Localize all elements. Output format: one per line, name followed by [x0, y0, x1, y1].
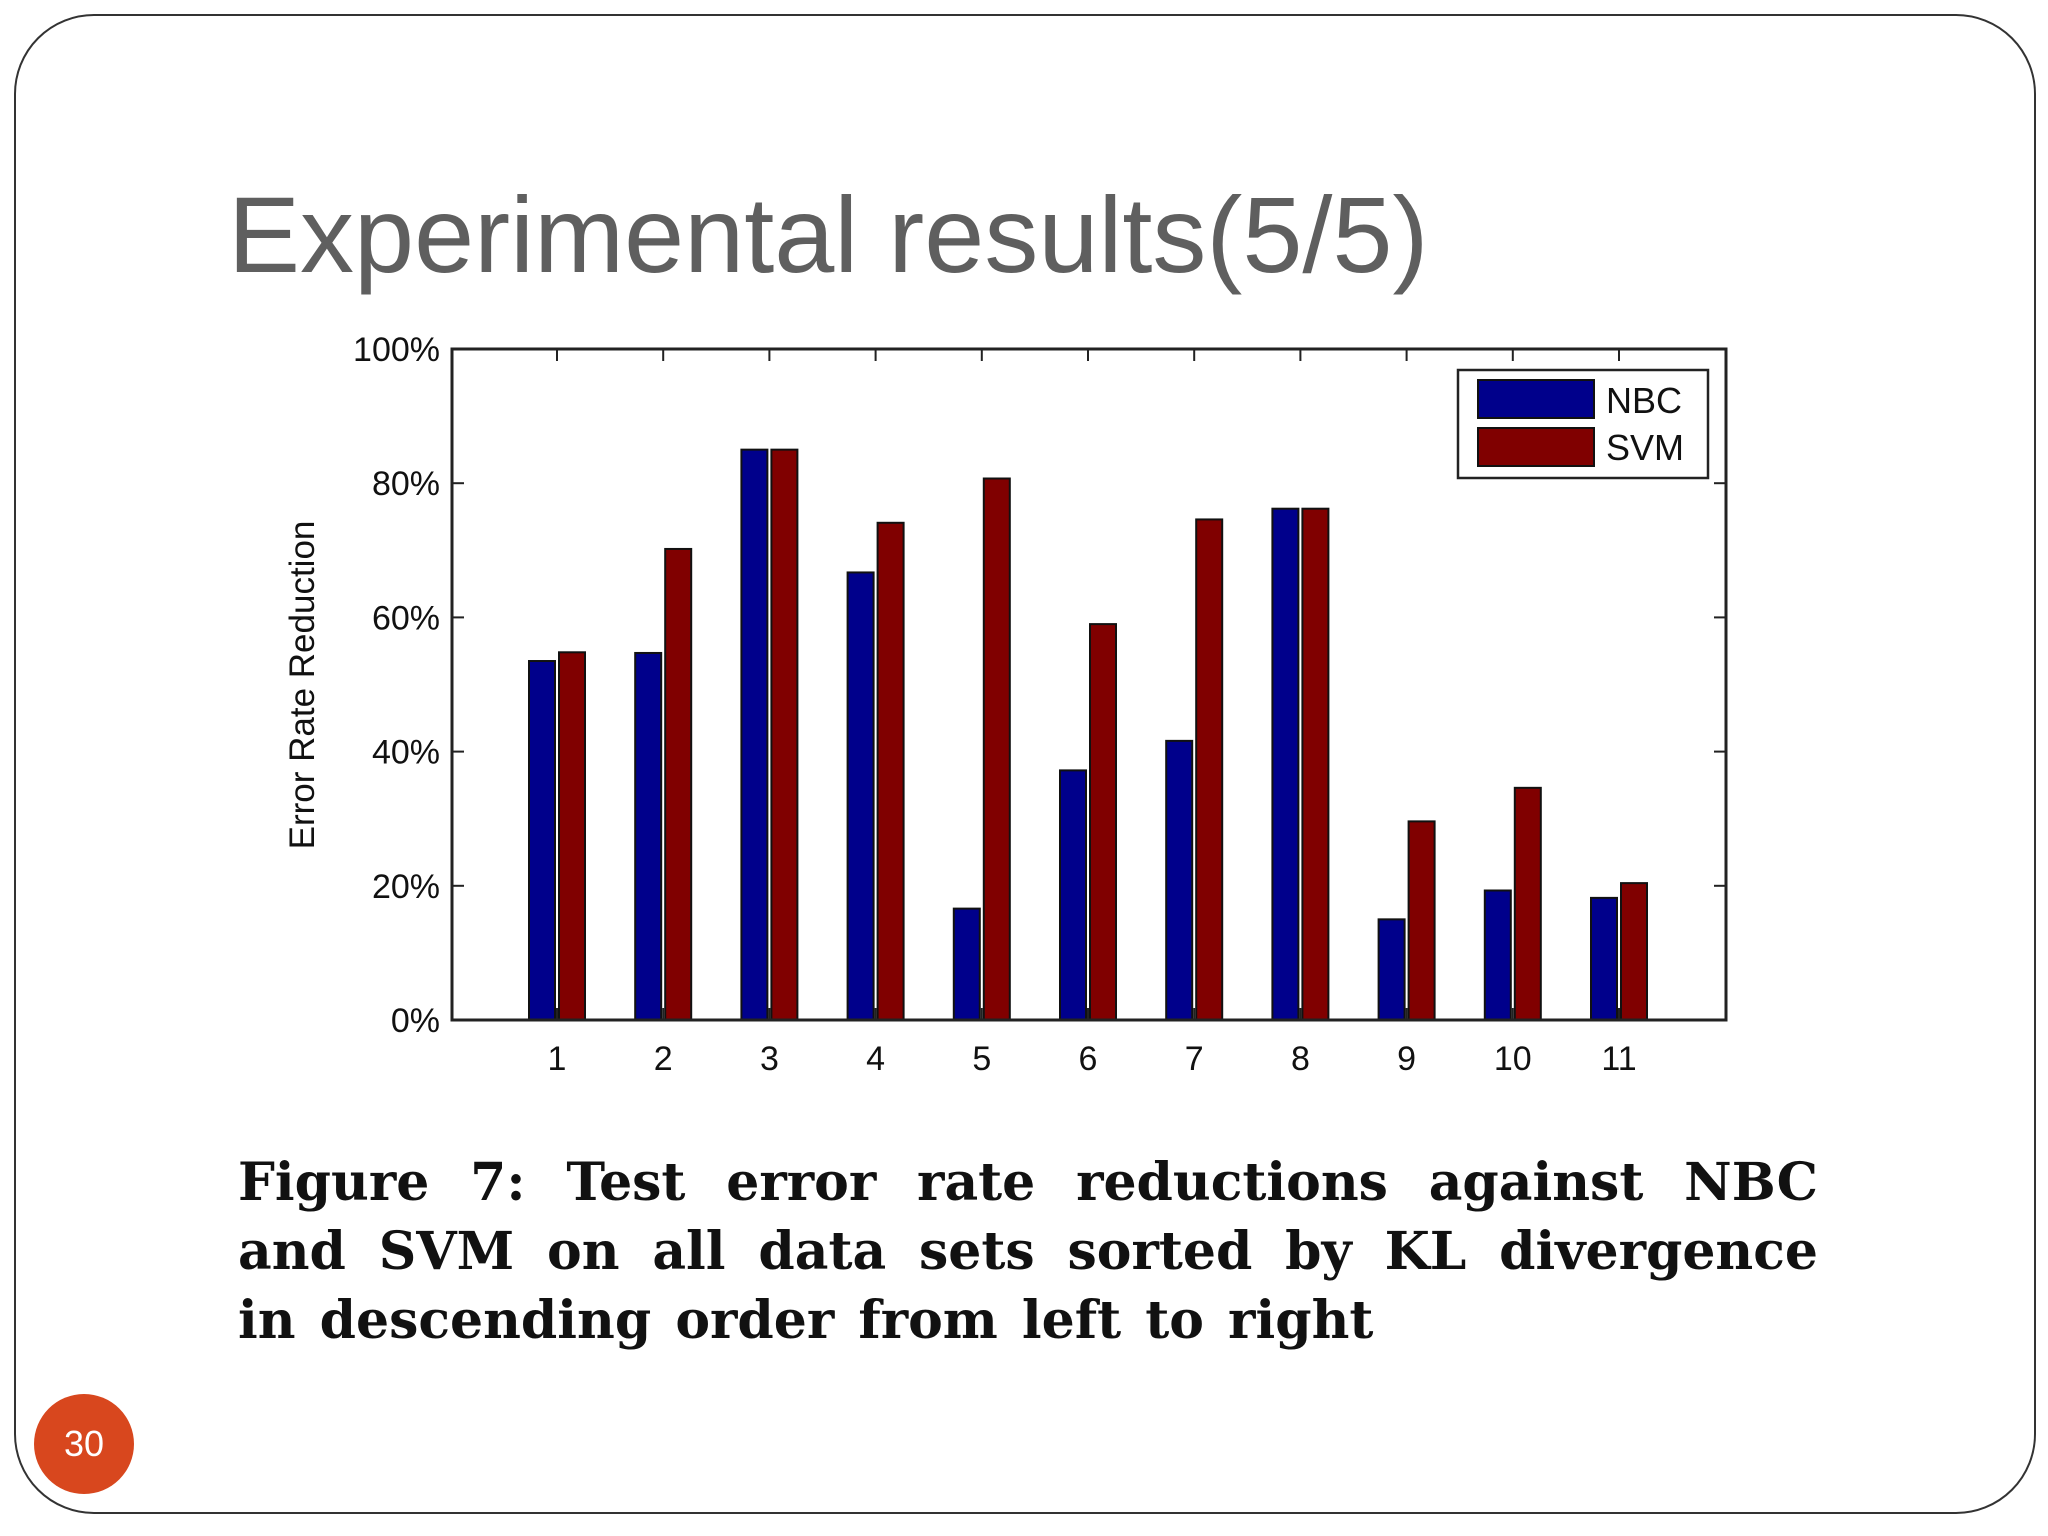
y-tick-label: 40%: [372, 734, 440, 772]
bar-svm-7: [1195, 518, 1224, 1022]
x-tick-label: 3: [760, 1040, 779, 1078]
bar-nbc-7: [1165, 739, 1194, 1021]
y-tick-labels: 0% 20% 40% 60% 80% 100%: [353, 331, 440, 1040]
y-tick-label: 0%: [391, 1002, 440, 1040]
bars-layer: [528, 448, 1648, 1022]
legend: NBC SVM: [1456, 368, 1710, 480]
bar-nbc-8: [1271, 507, 1300, 1021]
x-tick-label: 9: [1397, 1040, 1416, 1078]
legend-swatch-nbc: [1477, 379, 1595, 419]
x-tick-label: 5: [972, 1040, 991, 1078]
bar-svm-2: [664, 547, 693, 1021]
bar-svm-9: [1407, 820, 1436, 1021]
bar-nbc-2: [634, 651, 663, 1021]
bar-nbc-1: [528, 660, 556, 1021]
y-axis-label: Error Rate Reduction: [283, 521, 322, 850]
bar-svm-5: [982, 477, 1011, 1021]
x-tick-label: 8: [1291, 1040, 1310, 1078]
bar-nbc-5: [952, 907, 981, 1022]
bar-svm-10: [1513, 786, 1542, 1021]
figure-caption: Figure 7: Test error rate reductions aga…: [238, 1152, 1818, 1351]
legend-swatch-svm: [1477, 427, 1595, 467]
bar-nbc-4: [846, 571, 875, 1021]
x-tick-label: 10: [1494, 1040, 1532, 1078]
y-tick-label: 60%: [372, 599, 440, 637]
slide-title: Experimental results(5/5): [228, 174, 1429, 295]
bar-svm-6: [1089, 623, 1117, 1021]
legend-label-svm: SVM: [1606, 427, 1684, 468]
x-tick-label: 6: [1079, 1040, 1098, 1078]
y-tick-label: 100%: [353, 331, 440, 369]
x-tick-labels: 1 2 3 4 5 6 7 8 9 10 11: [548, 1040, 1637, 1078]
y-tick-label: 20%: [372, 868, 440, 906]
bar-svm-4: [876, 521, 905, 1021]
slide-frame: [14, 14, 2036, 1514]
bar-nbc-3: [740, 448, 769, 1021]
bar-svm-8: [1301, 507, 1330, 1021]
bar-nbc-9: [1377, 918, 1406, 1021]
y-tick-label: 80%: [372, 465, 440, 503]
x-tick-label: 7: [1185, 1040, 1204, 1078]
bar-nbc-11: [1590, 896, 1618, 1021]
x-tick-label: 11: [1601, 1040, 1636, 1078]
bar-svm-11: [1620, 882, 1648, 1022]
bar-svm-3: [770, 448, 799, 1021]
x-tick-label: 1: [548, 1040, 567, 1078]
x-tick-label: 4: [866, 1040, 885, 1078]
bar-nbc-10: [1483, 889, 1512, 1022]
legend-label-nbc: NBC: [1606, 380, 1682, 421]
page-number-badge: 30: [34, 1394, 134, 1494]
bar-nbc-6: [1059, 769, 1087, 1021]
x-tick-label: 2: [654, 1040, 673, 1078]
bar-svm-1: [558, 651, 586, 1021]
axis-ticks: [452, 348, 1726, 1021]
